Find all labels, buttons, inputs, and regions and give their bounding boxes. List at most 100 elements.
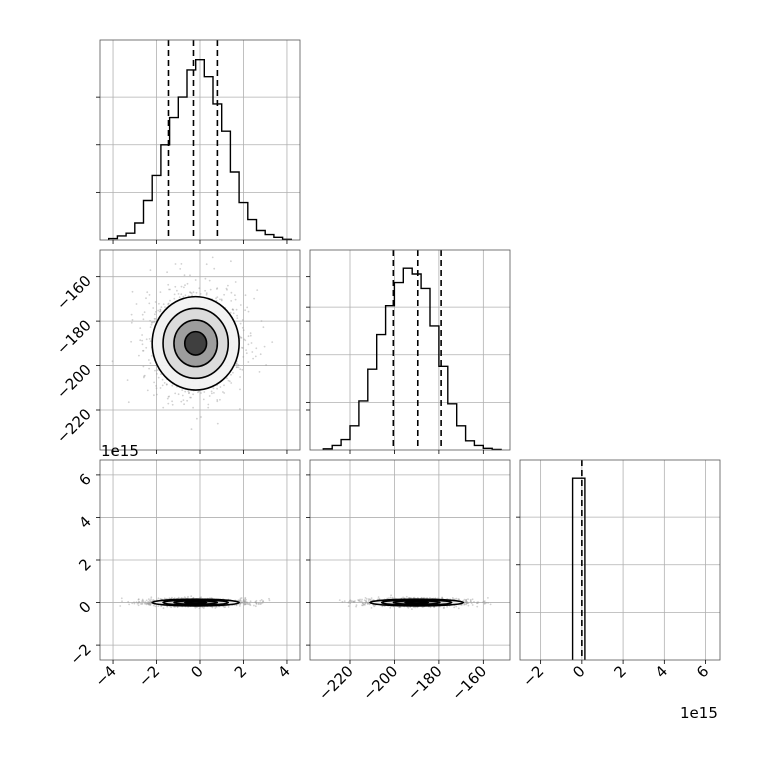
sample-point xyxy=(343,600,346,602)
sample-point xyxy=(451,597,454,599)
sample-point xyxy=(162,303,165,306)
sample-point xyxy=(147,602,149,605)
density-p0-p1 xyxy=(111,256,274,430)
sample-point xyxy=(143,376,145,379)
sample-point xyxy=(189,291,192,294)
sample-point xyxy=(260,320,263,322)
sample-point xyxy=(487,602,489,604)
sample-point xyxy=(402,596,404,599)
sample-point xyxy=(223,392,226,394)
sample-point xyxy=(154,311,157,313)
sample-point xyxy=(232,312,235,315)
sample-point xyxy=(460,604,463,606)
sample-point xyxy=(168,288,170,291)
sample-point xyxy=(190,396,192,399)
sample-point xyxy=(482,601,484,604)
contour-3 xyxy=(404,600,430,605)
sample-point xyxy=(149,340,152,343)
sample-point xyxy=(142,365,145,368)
sample-point xyxy=(192,393,195,396)
sample-point xyxy=(154,318,157,320)
sample-point xyxy=(364,602,367,604)
sample-point xyxy=(239,602,242,604)
sample-point xyxy=(484,602,486,605)
sample-point xyxy=(465,598,468,601)
sample-point xyxy=(244,294,247,297)
sample-point xyxy=(163,597,166,600)
sample-point xyxy=(441,597,444,599)
sample-point xyxy=(368,598,371,601)
sample-point xyxy=(463,603,466,606)
sample-point xyxy=(465,599,467,602)
sample-point xyxy=(239,603,242,605)
sample-point xyxy=(354,600,356,602)
sample-point xyxy=(411,608,413,610)
sample-point xyxy=(141,602,144,605)
sample-point xyxy=(364,602,367,605)
sample-point xyxy=(138,601,141,603)
sample-point xyxy=(159,291,162,293)
sample-point xyxy=(222,391,224,393)
sample-point xyxy=(338,599,341,601)
sample-point xyxy=(240,601,243,604)
sample-point xyxy=(211,606,214,609)
sample-point xyxy=(165,383,168,386)
sample-point xyxy=(223,384,225,387)
sample-point xyxy=(194,606,197,609)
sample-point xyxy=(390,594,392,597)
sample-point xyxy=(258,371,261,373)
sample-point xyxy=(127,401,130,404)
sample-point xyxy=(156,393,158,396)
sample-point xyxy=(464,601,467,604)
y-offset-text-p2: 1e15 xyxy=(101,442,139,460)
sample-point xyxy=(180,400,183,403)
sample-point xyxy=(202,398,205,401)
sample-point xyxy=(194,279,197,281)
sample-point xyxy=(167,303,170,305)
sample-point xyxy=(171,400,174,403)
sample-point xyxy=(247,361,250,363)
sample-point xyxy=(183,274,186,277)
sample-point xyxy=(465,601,468,604)
sample-point xyxy=(245,601,248,604)
sample-point xyxy=(476,602,478,605)
sample-point xyxy=(253,297,256,300)
sample-point xyxy=(150,602,152,604)
sample-point xyxy=(146,389,149,392)
sample-point xyxy=(473,601,475,603)
sample-point xyxy=(158,310,161,313)
sample-point xyxy=(154,369,156,372)
sample-point xyxy=(147,602,150,605)
sample-point xyxy=(131,290,134,293)
sample-point xyxy=(148,602,150,605)
sample-point xyxy=(355,604,358,606)
y-tick-label-p2-0: 6 xyxy=(75,470,94,489)
sample-point xyxy=(457,598,460,601)
sample-point xyxy=(205,293,208,296)
sample-point xyxy=(157,376,160,379)
sample-point xyxy=(244,603,246,606)
sample-point xyxy=(148,602,151,604)
sample-point xyxy=(157,597,160,600)
sample-point xyxy=(389,606,392,609)
sample-point xyxy=(148,599,151,602)
sample-point xyxy=(442,607,445,609)
sample-point xyxy=(141,599,144,602)
sample-point xyxy=(408,597,411,599)
sample-point xyxy=(148,338,151,340)
sample-point xyxy=(207,406,210,409)
sample-point xyxy=(262,600,264,603)
x-tick-label-p2-2: 2 xyxy=(610,662,629,681)
sample-point xyxy=(465,603,467,606)
sample-point xyxy=(130,321,133,324)
sample-point xyxy=(465,602,468,604)
sample-point xyxy=(230,260,232,263)
sample-point xyxy=(178,296,181,299)
sample-point xyxy=(240,597,243,599)
sample-point xyxy=(268,597,270,600)
sample-point xyxy=(465,600,468,603)
sample-point xyxy=(247,603,250,606)
sample-point xyxy=(244,600,247,602)
sample-point xyxy=(365,599,367,602)
